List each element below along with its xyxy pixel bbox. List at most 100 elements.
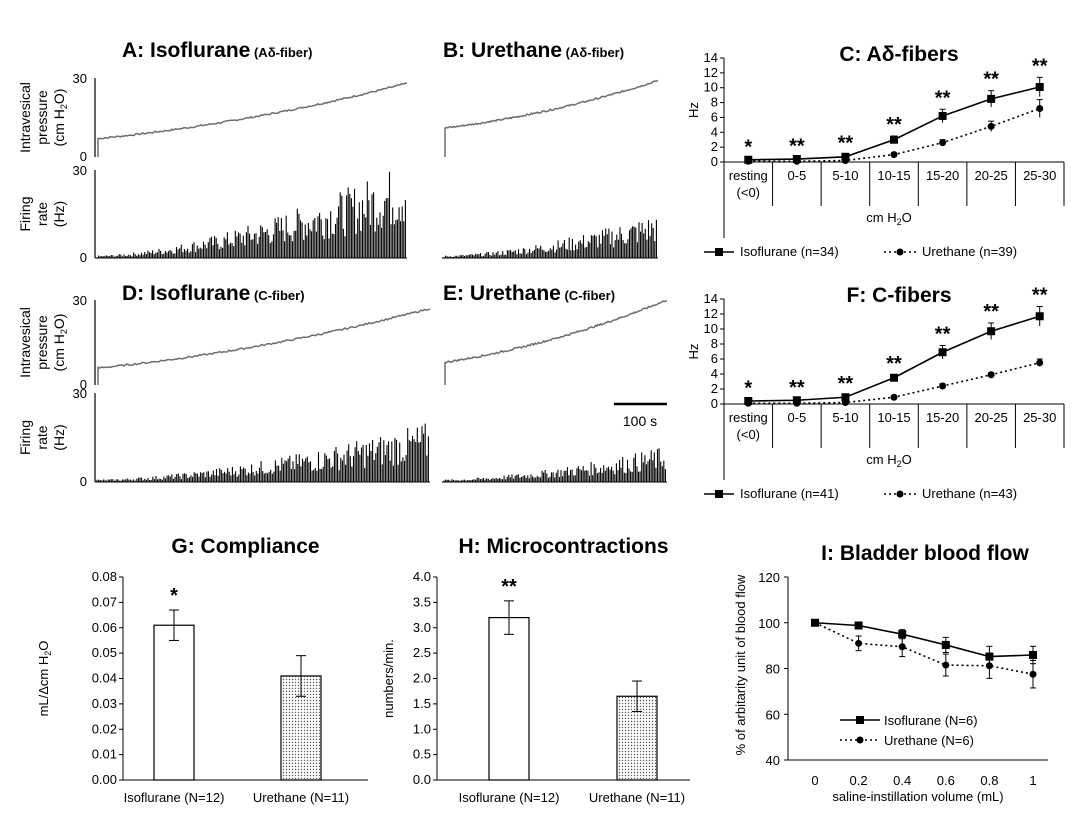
- point-I-1-4: [985, 662, 993, 670]
- y-tick-label-C-2: 2: [711, 139, 718, 154]
- point-F-1-1: [793, 399, 801, 407]
- legend-marker-I-1: [856, 736, 864, 744]
- x-tick-label-I-0.6: 0.6: [937, 773, 955, 788]
- y-tick-label-F-8: 8: [711, 336, 718, 351]
- significance-C-0: *: [744, 136, 752, 158]
- series-line-I-1: [814, 622, 1034, 676]
- y-tick-label-F-12: 12: [704, 306, 718, 321]
- y-tick-label-F-6: 6: [711, 351, 718, 366]
- significance-G-0: *: [170, 585, 178, 607]
- y-tick-label-H-2.5: 2.5: [413, 645, 431, 660]
- significance-C-6: **: [1032, 55, 1048, 77]
- pressure-ylabel-line3-A: (cm H2O): [51, 89, 69, 147]
- point-C-1-1: [793, 157, 801, 165]
- legend-label-F-0: Isoflurane (n=41): [740, 486, 839, 501]
- point-C-0-4: [938, 111, 947, 120]
- x-tick-label-I-1: 1: [1029, 773, 1036, 788]
- pressure-tick-bottom-D: 0: [80, 377, 87, 392]
- series-line-I-0: [814, 621, 1034, 658]
- y-axis-label-H: numbers/min.: [381, 639, 396, 718]
- y-tick-label-F-2: 2: [711, 381, 718, 396]
- legend-marker-C-0: [715, 248, 723, 256]
- panel-title-A: A: Isoflurane (Aδ-fiber): [122, 39, 312, 62]
- firing-rate-bars-D: [96, 423, 429, 482]
- y-tick-label-F-10: 10: [704, 321, 718, 336]
- point-I-1-0: [811, 619, 819, 627]
- y-tick-label-H-3.0: 3.0: [413, 620, 431, 635]
- legend-marker-I-0: [856, 716, 864, 724]
- category-label-C-0-1: (<0): [737, 185, 760, 200]
- point-F-1-0: [744, 399, 752, 407]
- y-tick-label-G-0.02: 0.02: [92, 721, 117, 736]
- pressure-trace-B: [444, 79, 659, 157]
- firing-tick-top-A: 30: [73, 163, 87, 178]
- y-tick-label-G-0.06: 0.06: [92, 620, 117, 635]
- point-C-0-6: [1035, 82, 1044, 91]
- significance-F-5: **: [983, 301, 999, 323]
- x-axis-label-C: cm H2O: [866, 210, 911, 227]
- point-F-1-5: [987, 371, 995, 379]
- y-tick-label-H-4.0: 4.0: [413, 569, 431, 584]
- chart-title-F: F: C-fibers: [847, 284, 952, 307]
- significance-C-5: **: [983, 69, 999, 91]
- panel-title-B: B: Urethane (Aδ-fiber): [443, 39, 624, 62]
- x-tick-label-I-0.8: 0.8: [980, 773, 998, 788]
- y-tick-label-F-0: 0: [711, 396, 718, 411]
- y-axis-label-G: mL/Δcm H2O: [36, 641, 53, 717]
- significance-C-3: **: [886, 114, 902, 136]
- point-C-1-5: [987, 122, 995, 130]
- firing-rate-bars-A: [96, 171, 406, 258]
- x-tick-label-I-0.2: 0.2: [850, 773, 868, 788]
- firing-ylabel-line1-A: Firing: [17, 196, 33, 231]
- x-axis-label-I: saline-instillation volume (mL): [832, 789, 1003, 804]
- panel-title-D: D: Isoflurane (C-fiber): [122, 282, 305, 305]
- significance-F-1: **: [789, 377, 805, 399]
- y-tick-label-I-80: 80: [766, 662, 780, 677]
- pressure-ylabel-line3-D: (cm H2O): [51, 314, 69, 372]
- significance-C-4: **: [935, 87, 951, 109]
- x-tick-label-I-0: 0: [811, 773, 818, 788]
- category-label-C-0-0: resting: [729, 168, 768, 183]
- legend-label-I-0: Isoflurane (N=6): [884, 713, 978, 728]
- y-tick-label-C-12: 12: [704, 65, 718, 80]
- point-C-1-2: [841, 157, 849, 165]
- significance-H-0: **: [501, 576, 517, 598]
- point-C-0-2: [841, 152, 850, 161]
- panel-title-E: E: Urethane (C-fiber): [443, 282, 615, 305]
- category-label-F-6-0: 25-30: [1023, 410, 1056, 425]
- legend-marker-F-0: [715, 490, 723, 498]
- y-axis-label-F: Hz: [686, 344, 701, 360]
- point-F-0-4: [938, 348, 947, 357]
- point-F-1-3: [890, 393, 898, 401]
- chart-title-I: I: Bladder blood flow: [821, 542, 1029, 565]
- chart-title-G: G: Compliance: [171, 535, 319, 558]
- significance-F-2: **: [838, 373, 854, 395]
- chart-title-H: H: Microcontractions: [458, 535, 668, 558]
- point-F-1-4: [939, 382, 947, 390]
- firing-tick-bottom-D: 0: [80, 474, 87, 489]
- category-label-F-0-1: (<0): [737, 427, 760, 442]
- pressure-tick-top-D: 30: [73, 293, 87, 308]
- firing-ylabel-line1-D: Firing: [17, 420, 33, 455]
- point-F-0-6: [1035, 312, 1044, 321]
- firing-tick-top-D: 30: [73, 386, 87, 401]
- y-tick-label-I-120: 120: [758, 570, 780, 585]
- y-tick-label-C-4: 4: [711, 124, 718, 139]
- firing-ylabel-line3-A: (Hz): [51, 201, 67, 227]
- category-label-C-6-0: 25-30: [1023, 168, 1056, 183]
- category-label-C-1-0: 0-5: [787, 168, 806, 183]
- y-tick-label-G-0.08: 0.08: [92, 569, 117, 584]
- point-I-0-2: [898, 630, 907, 639]
- legend-label-F-1: Urethane (n=43): [922, 486, 1017, 501]
- x-tick-label-I-0.4: 0.4: [893, 773, 911, 788]
- y-tick-label-G-0.00: 0.00: [92, 772, 117, 787]
- category-label-C-2-0: 5-10: [832, 168, 858, 183]
- scale-bar-label: 100 s: [623, 413, 657, 429]
- pressure-ylabel-line2-A: pressure: [34, 90, 50, 145]
- significance-C-2: **: [838, 133, 854, 155]
- legend-label-C-1: Urethane (n=39): [922, 244, 1017, 259]
- significance-F-3: **: [886, 353, 902, 375]
- significance-F-4: **: [935, 324, 951, 346]
- legend-label-C-0: Isoflurane (n=34): [740, 244, 839, 259]
